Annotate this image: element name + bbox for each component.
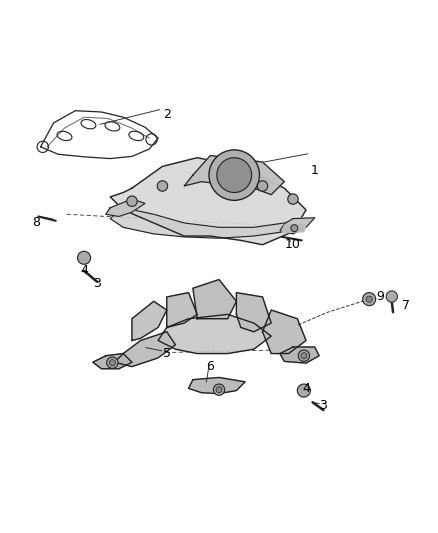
Text: 4: 4 (302, 382, 310, 395)
Polygon shape (280, 218, 315, 234)
Circle shape (298, 350, 310, 361)
Polygon shape (115, 332, 176, 367)
Text: 3: 3 (319, 399, 327, 412)
Circle shape (301, 353, 307, 359)
Circle shape (37, 141, 48, 152)
Text: 1: 1 (311, 164, 319, 177)
Polygon shape (237, 293, 271, 332)
Circle shape (297, 384, 311, 397)
Polygon shape (167, 293, 197, 327)
Circle shape (288, 194, 298, 204)
Circle shape (217, 158, 252, 192)
Text: 3: 3 (93, 277, 101, 290)
Ellipse shape (81, 119, 96, 129)
Text: 7: 7 (402, 299, 410, 312)
Polygon shape (110, 208, 297, 238)
Polygon shape (106, 199, 145, 216)
Circle shape (291, 225, 298, 232)
Polygon shape (193, 279, 237, 319)
Text: 10: 10 (285, 238, 301, 251)
Polygon shape (282, 224, 306, 232)
Text: 9: 9 (376, 290, 384, 303)
Polygon shape (184, 156, 284, 195)
Circle shape (366, 296, 372, 302)
Ellipse shape (129, 131, 144, 141)
Circle shape (110, 360, 116, 366)
Text: 8: 8 (32, 216, 40, 230)
Text: 5: 5 (163, 347, 171, 360)
Polygon shape (158, 314, 271, 353)
Text: 2: 2 (163, 108, 171, 120)
Circle shape (209, 150, 259, 200)
Circle shape (257, 181, 268, 191)
Text: 6: 6 (206, 360, 214, 373)
Circle shape (78, 251, 91, 264)
Polygon shape (280, 347, 319, 363)
Circle shape (107, 357, 118, 368)
Polygon shape (110, 158, 306, 245)
Circle shape (146, 134, 157, 145)
Circle shape (127, 196, 137, 206)
Circle shape (157, 181, 168, 191)
Polygon shape (188, 377, 245, 393)
Polygon shape (132, 301, 167, 341)
Text: 4: 4 (80, 264, 88, 277)
Polygon shape (262, 310, 306, 353)
Circle shape (213, 384, 225, 395)
Ellipse shape (105, 122, 120, 131)
Circle shape (363, 293, 376, 305)
Circle shape (216, 386, 222, 393)
Circle shape (386, 291, 397, 302)
Ellipse shape (57, 131, 72, 141)
Polygon shape (93, 353, 132, 369)
